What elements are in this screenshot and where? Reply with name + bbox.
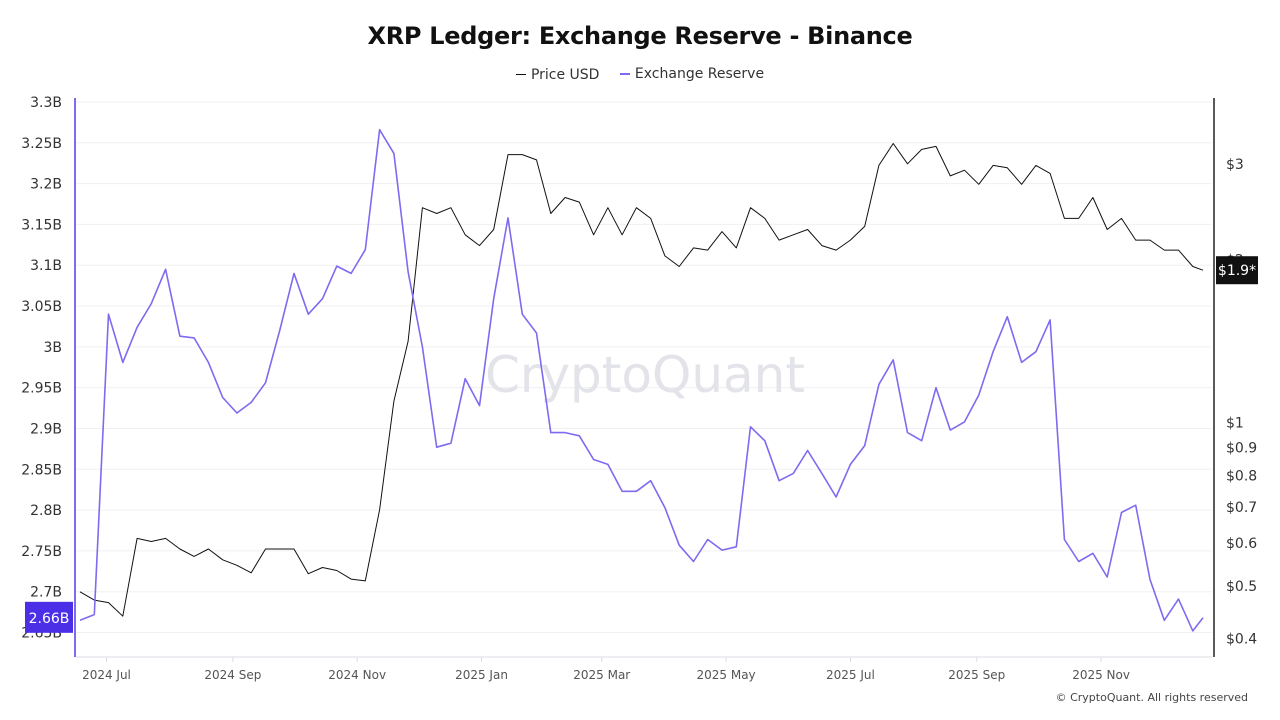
copyright-footer: © CryptoQuant. All rights reserved: [1055, 691, 1248, 704]
watermark: CryptoQuant: [485, 346, 805, 404]
y-left-tick-label: 3.25B: [21, 136, 62, 152]
y-right-tick-label: $1: [1226, 416, 1244, 432]
chart-title: XRP Ledger: Exchange Reserve - Binance: [367, 22, 913, 50]
y-right-tick-label: $0.4: [1226, 632, 1257, 648]
reserve-last-value-box: [25, 601, 73, 633]
x-tick-label: 2025 Nov: [1072, 668, 1130, 682]
y-left-tick-label: 2.7B: [30, 585, 62, 601]
y-left-tick-label: 3.15B: [21, 217, 62, 233]
x-tick-label: 2025 Jan: [455, 668, 508, 682]
x-tick-label: 2024 Nov: [328, 668, 386, 682]
legend-label-price: Price USD: [530, 66, 600, 83]
y-right-tick-label: $0.6: [1226, 536, 1257, 552]
y-right-tick-label: $0.5: [1226, 579, 1257, 595]
reserve-last-value-label: 2.66B: [29, 611, 70, 627]
y-right-tick-label: $3: [1226, 157, 1244, 173]
y-left-tick-label: 2.75B: [21, 544, 62, 560]
x-tick-label: 2025 Sep: [948, 668, 1005, 682]
y-left-tick-label: 3.05B: [21, 299, 62, 315]
price-last-value-label: $1.9*: [1218, 263, 1256, 279]
legend-item-price[interactable]: Price USD: [515, 66, 600, 83]
x-tick-label: 2025 Mar: [573, 668, 630, 682]
x-tick-label: 2024 Sep: [204, 668, 261, 682]
reserve-line: [79, 128, 1204, 632]
legend-label-reserve: Exchange Reserve: [634, 66, 765, 82]
y-left-tick-label: 2.95B: [21, 381, 62, 397]
x-tick-label: 2025 May: [696, 668, 755, 682]
y-left-tick-label: 3B: [43, 340, 62, 356]
price-line: [79, 143, 1204, 617]
y-right-tick-label: $0.7: [1226, 500, 1257, 516]
y-left-tick-label: 2.8B: [30, 503, 62, 519]
y-left-tick-label: 3.3B: [30, 95, 62, 111]
x-tick-label: 2024 Jul: [82, 668, 131, 682]
legend-swatch-reserve: [619, 73, 630, 75]
y-right-tick-label: $0.8: [1226, 468, 1257, 484]
y-right-tick-label: $0.9: [1226, 441, 1257, 457]
legend: Price USD Exchange Reserve: [0, 63, 1280, 83]
y-left-tick-label: 3.1B: [30, 258, 62, 274]
x-tick-label: 2025 Jul: [826, 668, 875, 682]
y-left-tick-label: 2.9B: [30, 421, 62, 437]
legend-item-reserve[interactable]: Exchange Reserve: [619, 66, 765, 82]
y-left-tick-label: 3.2B: [30, 177, 62, 193]
y-left-tick-label: 2.85B: [21, 462, 62, 478]
legend-swatch-price: [515, 74, 526, 75]
price-last-value-box: [1216, 256, 1258, 285]
